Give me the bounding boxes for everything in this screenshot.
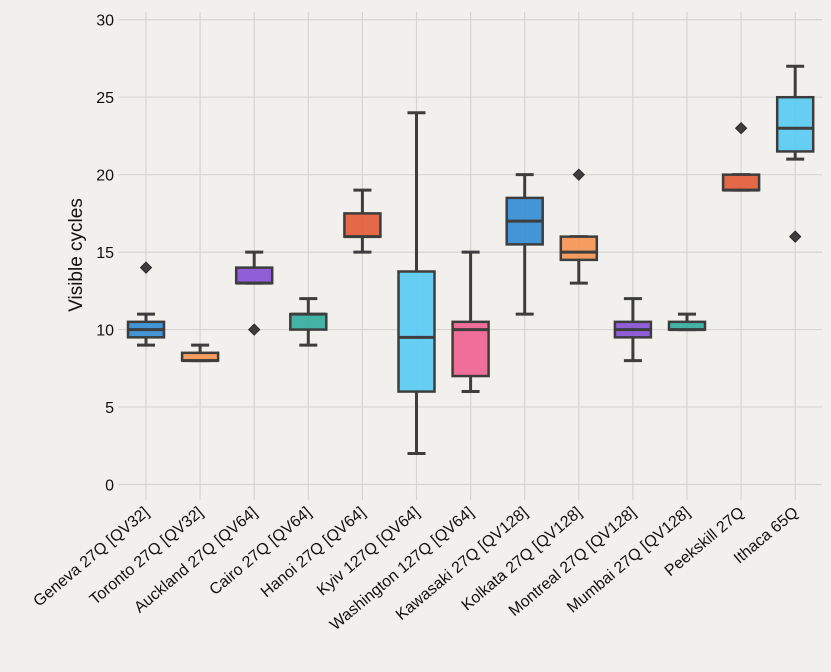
outlier-point <box>247 323 261 336</box>
box-group <box>721 121 761 192</box>
box-iqr <box>289 312 328 331</box>
box-group <box>667 312 707 332</box>
y-tick-label: 0 <box>105 478 114 495</box>
outlier-point <box>734 121 748 135</box>
box-iqr <box>234 266 274 285</box>
outlier-point <box>572 168 586 181</box>
box-iqr <box>397 270 436 393</box>
box-iqr <box>559 235 599 262</box>
box-group <box>559 168 599 285</box>
box-group <box>775 64 815 243</box>
y-axis-label: Visible cycles <box>66 198 87 312</box>
y-tick-label: 20 <box>96 168 114 185</box>
box-group <box>451 250 490 394</box>
outlier-point <box>139 261 153 274</box>
box-group <box>126 261 166 347</box>
box-group <box>234 250 274 336</box>
box-iqr <box>343 212 382 238</box>
boxes-layer <box>126 64 815 456</box>
box-group <box>613 297 653 363</box>
box-group <box>343 188 382 254</box>
box-group <box>289 297 328 347</box>
outlier-point <box>788 230 802 243</box>
box-group <box>180 343 220 363</box>
y-axis-ticks: 0 5 10 15 20 25 30 <box>96 13 114 495</box>
y-tick-label: 30 <box>96 13 114 30</box>
y-tick-label: 10 <box>96 323 114 340</box>
box-group <box>397 111 436 456</box>
y-tick-label: 15 <box>96 245 114 262</box>
box-iqr <box>775 95 815 153</box>
box-group <box>505 173 544 316</box>
box-iqr <box>721 173 761 192</box>
y-tick-label: 5 <box>105 400 114 417</box>
y-tick-label: 25 <box>96 90 114 107</box>
